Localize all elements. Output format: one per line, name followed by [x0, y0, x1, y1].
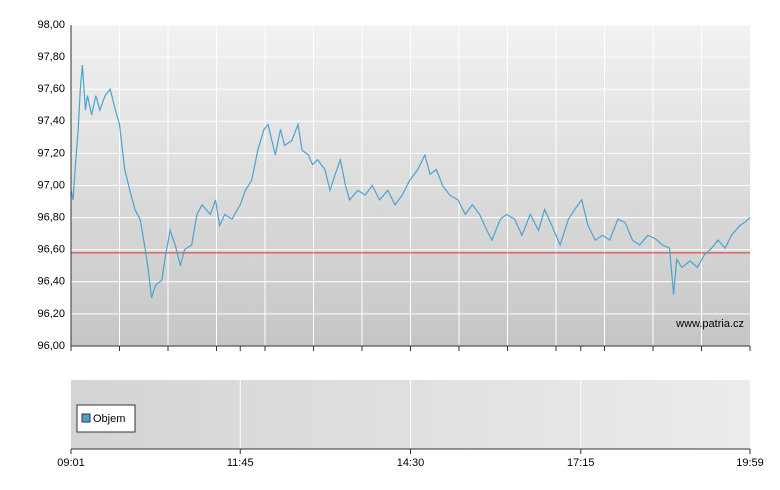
y-tick-label: 96,80 — [37, 212, 65, 224]
x-tick-label: 09:01 — [57, 457, 85, 469]
y-tick-label: 96,00 — [37, 340, 65, 352]
y-tick-label: 97,40 — [37, 115, 65, 127]
y-tick-label: 97,20 — [37, 147, 65, 159]
y-tick-label: 97,00 — [37, 179, 65, 191]
y-tick-label: 96,60 — [37, 244, 65, 256]
legend-swatch — [81, 413, 91, 423]
price-line — [70, 65, 751, 299]
y-tick-label: 96,40 — [37, 276, 65, 288]
y-tick-label: 97,80 — [37, 51, 65, 63]
y-tick-label: 96,20 — [37, 308, 65, 320]
y-tick-label: 98,00 — [37, 19, 65, 31]
x-tick-label: 11:45 — [227, 457, 254, 469]
x-tick-label: 14:30 — [397, 457, 425, 469]
x-tick-label: 17:15 — [567, 457, 595, 469]
source: www.patria.cz — [675, 318, 744, 330]
legend-label: Objem — [93, 413, 125, 425]
x-tick-label: 19:59 — [736, 457, 764, 469]
y-tick-label: 97,60 — [37, 83, 65, 95]
